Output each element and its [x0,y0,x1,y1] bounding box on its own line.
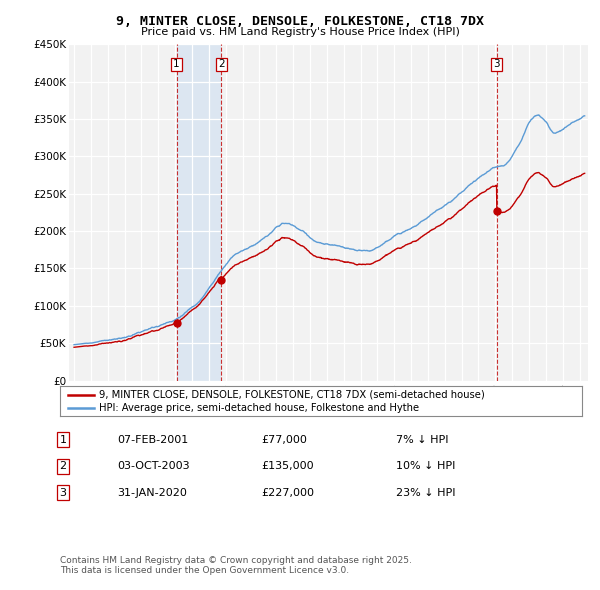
Text: £135,000: £135,000 [261,461,314,471]
Text: HPI: Average price, semi-detached house, Folkestone and Hythe: HPI: Average price, semi-detached house,… [99,403,419,412]
Bar [176,44,221,381]
Text: Contains HM Land Registry data © Crown copyright and database right 2025.
This d: Contains HM Land Registry data © Crown c… [60,556,412,575]
Text: 3: 3 [493,60,500,70]
Text: 07-FEB-2001: 07-FEB-2001 [117,435,188,444]
Text: 2: 2 [59,461,67,471]
Text: 1: 1 [173,60,180,70]
Text: 1: 1 [59,435,67,444]
Text: 9, MINTER CLOSE, DENSOLE, FOLKESTONE, CT18 7DX: 9, MINTER CLOSE, DENSOLE, FOLKESTONE, CT… [116,15,484,28]
Text: Price paid vs. HM Land Registry's House Price Index (HPI): Price paid vs. HM Land Registry's House … [140,27,460,37]
Text: 31-JAN-2020: 31-JAN-2020 [117,488,187,497]
Text: 23% ↓ HPI: 23% ↓ HPI [396,488,455,497]
Text: 10% ↓ HPI: 10% ↓ HPI [396,461,455,471]
Text: 3: 3 [59,488,67,497]
Text: 7% ↓ HPI: 7% ↓ HPI [396,435,449,444]
Text: £227,000: £227,000 [261,488,314,497]
Text: 2: 2 [218,60,225,70]
Text: £77,000: £77,000 [261,435,307,444]
Text: 03-OCT-2003: 03-OCT-2003 [117,461,190,471]
Text: 9, MINTER CLOSE, DENSOLE, FOLKESTONE, CT18 7DX (semi-detached house): 9, MINTER CLOSE, DENSOLE, FOLKESTONE, CT… [99,390,485,399]
